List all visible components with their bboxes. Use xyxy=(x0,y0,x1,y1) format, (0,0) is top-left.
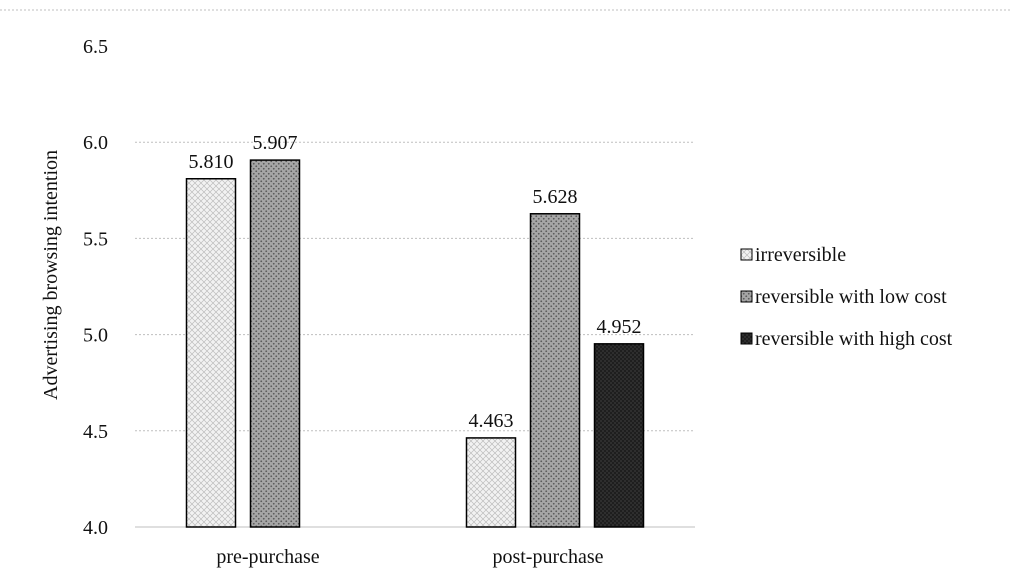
data-label: 5.810 xyxy=(189,151,234,173)
legend-swatch xyxy=(740,332,753,345)
legend-swatch xyxy=(740,290,753,303)
legend-entry: reversible with low cost xyxy=(755,286,947,308)
legend-entry: irreversible xyxy=(755,244,846,266)
bar-post-purchase-2 xyxy=(593,343,645,528)
bar-pre-purchase-1 xyxy=(249,159,301,528)
bar-post-purchase-0 xyxy=(465,437,517,528)
data-label: 5.907 xyxy=(253,132,298,154)
y-tick-label: 6.5 xyxy=(83,36,108,58)
data-label: 4.463 xyxy=(469,410,514,432)
x-axis-labels: pre-purchase post-purchase xyxy=(216,546,603,568)
legend-swatch xyxy=(740,248,753,261)
x-tick-label: post-purchase xyxy=(492,546,603,568)
bar-pre-purchase-0 xyxy=(185,178,237,528)
legend: irreversible reversible with low cost reve… xyxy=(740,244,953,350)
x-tick-label: pre-purchase xyxy=(216,546,319,568)
y-tick-label: 6.0 xyxy=(83,132,108,154)
data-label: 5.628 xyxy=(533,186,578,208)
y-tick-label: 5.5 xyxy=(83,228,108,250)
y-tick-label: 4.5 xyxy=(83,421,108,443)
data-labels: 5.810 5.907 4.463 5.628 4.952 xyxy=(189,132,642,432)
y-axis-ticks: 4.0 4.5 5.0 5.5 6.0 6.5 xyxy=(83,36,108,539)
y-tick-label: 5.0 xyxy=(83,325,108,347)
y-axis-label: Advertising browsing intention xyxy=(40,150,62,400)
legend-entry: reversible with high cost xyxy=(755,328,953,350)
bar-post-purchase-1 xyxy=(529,213,581,528)
bars xyxy=(185,159,645,528)
y-tick-label: 4.0 xyxy=(83,517,108,539)
data-label: 4.952 xyxy=(597,316,642,338)
